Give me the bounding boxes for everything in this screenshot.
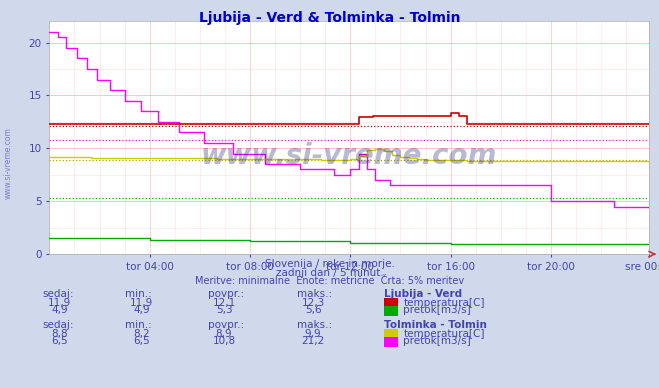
Text: sedaj:: sedaj: [43,320,74,330]
Text: 8,8: 8,8 [51,329,68,339]
Text: 6,5: 6,5 [51,336,68,346]
Text: sedaj:: sedaj: [43,289,74,299]
Text: 8,2: 8,2 [133,329,150,339]
Text: Meritve: minimalne  Enote: metrične  Črta: 5% meritev: Meritve: minimalne Enote: metrične Črta:… [195,276,464,286]
Text: Ljubija - Verd & Tolminka - Tolmin: Ljubija - Verd & Tolminka - Tolmin [199,11,460,25]
Text: pretok[m3/s]: pretok[m3/s] [403,336,471,346]
Text: min.:: min.: [125,320,152,330]
Text: 10,8: 10,8 [212,336,236,346]
Text: 12,1: 12,1 [212,298,236,308]
Text: temperatura[C]: temperatura[C] [403,329,485,339]
Text: 4,9: 4,9 [133,305,150,315]
Text: www.si-vreme.com: www.si-vreme.com [201,142,498,170]
Text: www.si-vreme.com: www.si-vreme.com [3,127,13,199]
Text: 8,9: 8,9 [215,329,233,339]
Text: min.:: min.: [125,289,152,299]
Text: maks.:: maks.: [297,320,331,330]
Text: povpr.:: povpr.: [208,320,244,330]
Text: Slovenija / reke in morje.: Slovenija / reke in morje. [264,259,395,269]
Text: 5,6: 5,6 [304,305,322,315]
Text: povpr.:: povpr.: [208,289,244,299]
Text: maks.:: maks.: [297,289,331,299]
Text: zadnji dan / 5 minut.: zadnji dan / 5 minut. [275,268,384,278]
Text: 11,9: 11,9 [47,298,71,308]
Text: 12,3: 12,3 [301,298,325,308]
Text: pretok[m3/s]: pretok[m3/s] [403,305,471,315]
Text: 11,9: 11,9 [130,298,154,308]
Text: 21,2: 21,2 [301,336,325,346]
Text: Ljubija - Verd: Ljubija - Verd [384,289,462,299]
Text: 6,5: 6,5 [133,336,150,346]
Text: 4,9: 4,9 [51,305,68,315]
Text: temperatura[C]: temperatura[C] [403,298,485,308]
Text: Tolminka - Tolmin: Tolminka - Tolmin [384,320,486,330]
Text: 9,9: 9,9 [304,329,322,339]
Text: 5,3: 5,3 [215,305,233,315]
